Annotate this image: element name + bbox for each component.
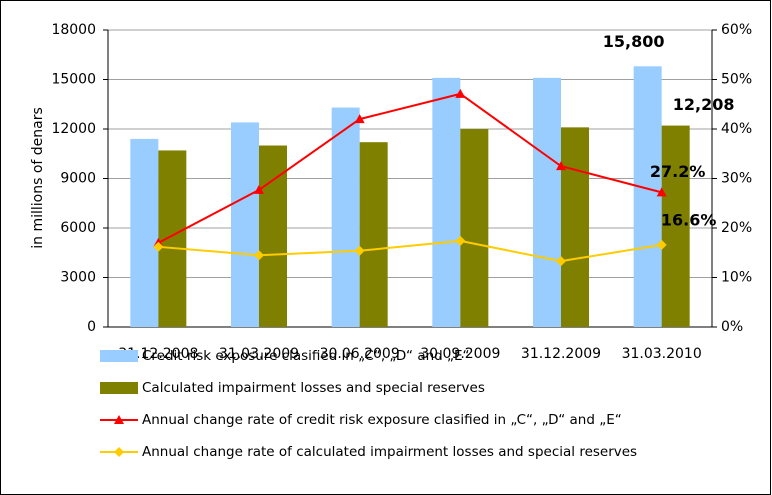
x-tick-label: 31.03.2010	[622, 346, 702, 362]
y-tick-label: 18000	[51, 22, 96, 38]
bar	[533, 77, 561, 327]
x-tick-label: 31.12.2009	[521, 346, 601, 362]
data-label: 15,800	[603, 32, 665, 51]
marker	[153, 241, 164, 252]
bar	[359, 142, 388, 327]
bar	[432, 77, 461, 327]
y-tick-label: 6000	[60, 220, 96, 236]
y-tick-label: 15000	[51, 72, 96, 88]
legend-label: Credit risk exposure clasified in „C“, „…	[142, 348, 470, 364]
bar	[331, 107, 360, 327]
marker	[354, 114, 365, 124]
line	[158, 239, 662, 263]
legend-swatch	[100, 350, 138, 362]
y2-tick-label: 30%	[721, 171, 752, 187]
y-axis-label: in millions of denars	[30, 107, 46, 249]
y2-tick-label: 20%	[721, 220, 752, 236]
y2-tick-label: 60%	[721, 22, 752, 38]
data-label: 12,208	[673, 95, 735, 114]
x-tick-label: 30.09.2009	[420, 346, 500, 362]
marker	[556, 256, 566, 267]
bar	[661, 125, 690, 328]
x-tick-label: 30.06.2009	[320, 346, 400, 362]
bar	[633, 66, 662, 328]
legend-label: Calculated impairment losses and special…	[142, 380, 485, 396]
x-tick-label: 31.12.2008	[118, 346, 198, 362]
y2-tick-label: 0%	[721, 319, 743, 335]
y-tick-label: 12000	[51, 121, 96, 137]
marker	[254, 250, 264, 261]
y-tick-label: 9000	[60, 171, 96, 187]
marker	[556, 161, 566, 171]
data-label: 16.6%	[661, 210, 717, 229]
line	[157, 92, 662, 244]
marker	[455, 88, 466, 98]
x-tick-label: 31.03.2009	[219, 346, 299, 362]
bar	[460, 129, 489, 327]
y2-tick-label: 50%	[721, 72, 752, 88]
bar	[130, 138, 159, 327]
legend-marker	[114, 415, 124, 424]
marker	[656, 239, 667, 250]
y-tick-label: 3000	[60, 270, 96, 286]
marker	[254, 184, 264, 194]
data-label: 27.2%	[650, 162, 706, 181]
legend-swatch	[100, 382, 138, 394]
y2-tick-label: 10%	[721, 270, 752, 286]
bar	[561, 127, 589, 327]
bar	[158, 150, 187, 327]
marker	[656, 187, 667, 197]
marker	[354, 245, 365, 256]
bar	[259, 145, 287, 327]
bar	[231, 122, 259, 328]
y-tick-label: 0	[87, 319, 96, 335]
legend-label: Annual change rate of calculated impairm…	[142, 444, 637, 460]
legend-label: Annual change rate of credit risk exposu…	[142, 412, 622, 428]
legend-marker	[114, 447, 124, 457]
y2-tick-label: 40%	[721, 121, 752, 137]
marker	[455, 235, 466, 246]
